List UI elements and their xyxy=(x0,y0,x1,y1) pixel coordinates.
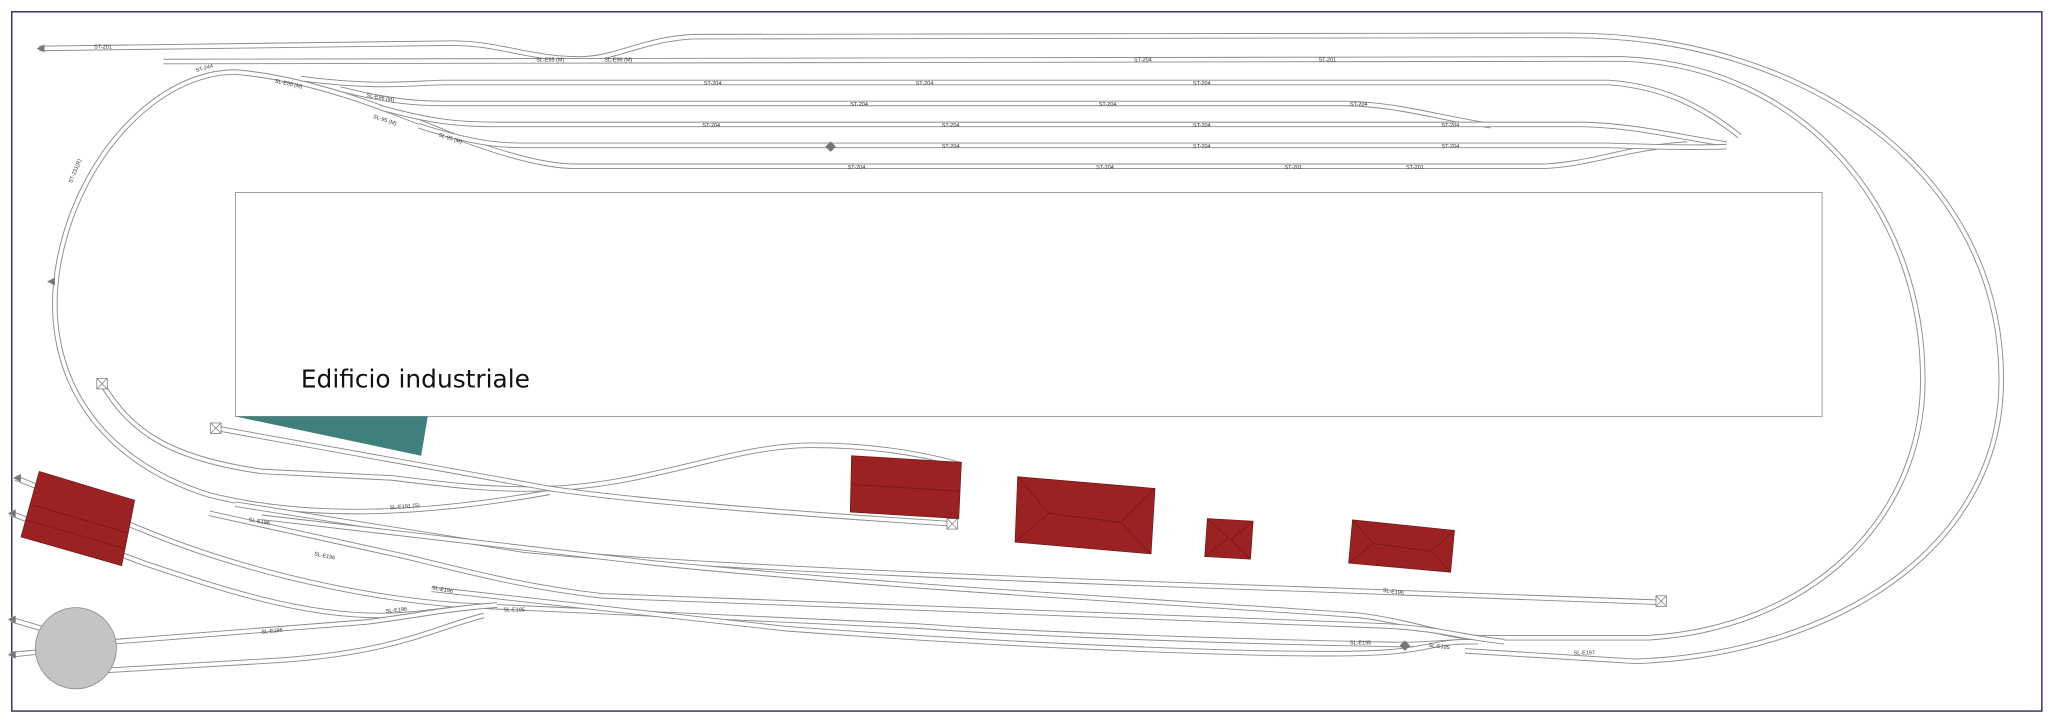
track-label: SL-E195 xyxy=(1350,640,1371,646)
track-label: SL-E196 xyxy=(431,585,453,595)
track-end-arrow-icon xyxy=(47,277,55,286)
buffer-stop-icon xyxy=(96,378,108,390)
track-label: ST-204 xyxy=(1350,102,1368,108)
track-end-arrow-icon xyxy=(7,650,16,659)
track-end-arrow-icon xyxy=(36,44,45,53)
building-roof-2[interactable] xyxy=(1014,476,1156,555)
industrial-building[interactable] xyxy=(234,192,1823,417)
track-label: ST-204 xyxy=(1193,81,1211,87)
track-label: SL-E196 xyxy=(385,607,407,615)
track-labels: ST-201 ST-244 SL-E95 (M) SL-E96 (M) SL-E… xyxy=(68,44,1595,656)
track-bed xyxy=(104,613,485,673)
track-label: SL-E196 xyxy=(248,517,270,527)
building-label: Edificio industriale xyxy=(301,365,530,394)
track-label: ST-204 xyxy=(1134,58,1152,64)
buffer-stop-icon xyxy=(946,518,958,530)
track-label: ST-204 xyxy=(942,123,960,129)
track-label: ST-204 xyxy=(1193,123,1211,129)
track-bed xyxy=(215,426,953,526)
track-label: ST-204 xyxy=(942,144,960,150)
building-roof-3[interactable] xyxy=(1204,518,1254,560)
track-label: SL-E191 (S) xyxy=(389,503,420,512)
track-end-arrow-icon xyxy=(7,615,16,624)
track-label: ST-201 xyxy=(1284,165,1302,171)
track-bed xyxy=(53,70,550,514)
track-label: SL-E195 xyxy=(1382,588,1404,597)
track-label: ST-204 xyxy=(1193,144,1211,150)
track-bed xyxy=(235,70,1688,169)
track-label: SL-E195 xyxy=(504,608,525,614)
track-bed xyxy=(114,603,498,644)
track-bed xyxy=(339,87,1492,128)
track-label: ST-201 xyxy=(1406,165,1424,171)
track-label: SL-E196 xyxy=(314,551,336,561)
track-label: ST-204 xyxy=(1096,165,1114,171)
track-bed xyxy=(418,123,1727,150)
track-label: ST-204 xyxy=(850,102,868,108)
track-label: SL-E96 (M) xyxy=(366,93,395,104)
track-end-arrow-icon xyxy=(13,474,21,482)
tracks xyxy=(7,32,2005,674)
track-label: ST-204 xyxy=(704,81,722,87)
track-bed xyxy=(431,587,1466,656)
track-label: ST-201 xyxy=(1319,58,1337,64)
building-roof-1[interactable] xyxy=(849,455,962,519)
track-label: ST-201 xyxy=(94,44,112,50)
track-label: SL-E95 (M) xyxy=(536,58,564,64)
building-roof-4[interactable] xyxy=(1348,519,1455,573)
buffer-stop-icon xyxy=(210,422,222,434)
track-label: SL-E96 (M) xyxy=(604,58,632,64)
track-label: ST-204 xyxy=(848,165,866,171)
track-label: ST-204 xyxy=(1099,102,1117,108)
buffer-stop-icon xyxy=(1655,595,1667,607)
track-end-arrow-icon xyxy=(7,509,16,518)
shed-left[interactable] xyxy=(20,471,136,567)
crossing-marker-icon xyxy=(825,141,836,152)
track-bed xyxy=(15,476,1479,647)
turntable[interactable] xyxy=(34,607,117,690)
track-label: SL-E195 xyxy=(1428,643,1450,651)
track-label: SL-E95 (M) xyxy=(274,79,303,91)
track-bed xyxy=(163,57,1925,640)
loading-platform xyxy=(235,416,428,456)
track-label: ST-204 xyxy=(702,123,720,129)
track-bed xyxy=(378,105,1727,146)
track-label: SL-E196 xyxy=(261,628,283,636)
track-label: ST-204 xyxy=(1441,144,1459,150)
track-bed xyxy=(300,76,1741,138)
track-label: SL-E197 xyxy=(1574,651,1595,657)
crossing-marker-icon xyxy=(1399,640,1411,651)
track-label: ST-204 xyxy=(1441,123,1459,129)
track-bed xyxy=(208,511,1505,644)
track-label: ST-244 xyxy=(195,64,214,74)
track-label: ST-204 xyxy=(916,81,934,87)
